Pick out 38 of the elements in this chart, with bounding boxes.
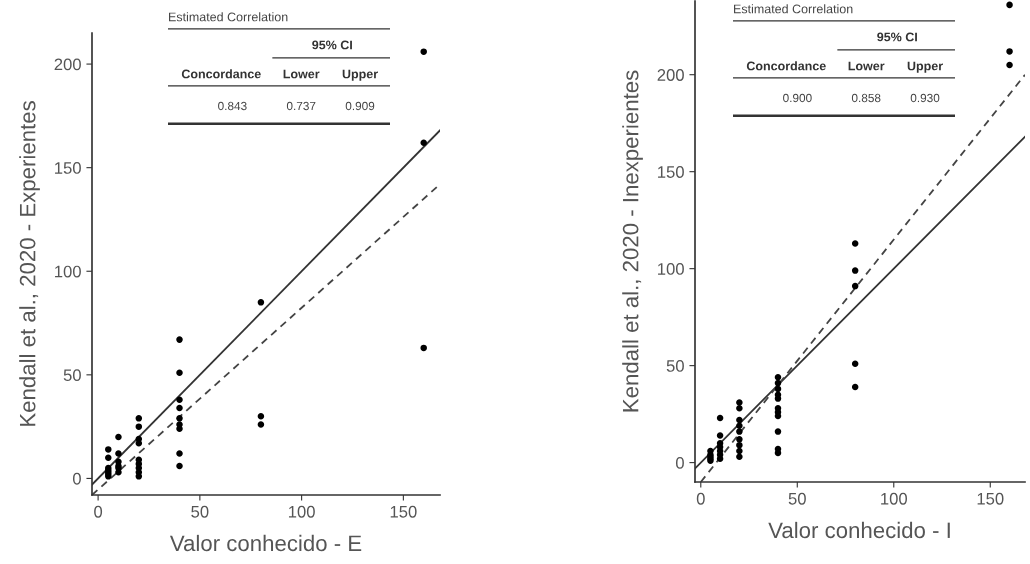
annotation: Upper <box>342 69 378 81</box>
y-tick-label: 0 <box>675 457 684 469</box>
y-tick-label: 200 <box>54 58 81 71</box>
y-tick-label: 150 <box>658 166 684 178</box>
annotation: 95% CI <box>312 40 352 50</box>
y-tick-label: 50 <box>666 360 684 372</box>
annotation: Concordance <box>746 61 826 71</box>
annotation: 0.843 <box>218 101 247 111</box>
annotation: 95% CI <box>877 32 917 42</box>
annotation: 0.900 <box>783 93 812 103</box>
y-tick-label: 100 <box>55 265 81 278</box>
x-tick-label: 150 <box>390 505 417 518</box>
x-tick-label: 0 <box>94 505 103 518</box>
x-axis-title: Valor conhecido - E <box>169 534 362 552</box>
annotation: 0.737 <box>286 101 316 111</box>
annotation: Upper <box>907 61 943 73</box>
x-axis-title: Valor conhecido - I <box>768 521 950 539</box>
x-tick-label: 50 <box>191 505 209 518</box>
annotation: Lower <box>283 69 320 79</box>
x-tick-label: 150 <box>977 492 1004 505</box>
y-tick-label: 100 <box>658 263 684 275</box>
annotation: 0.858 <box>851 93 881 103</box>
y-axis-title: Kendall et al., 2020 - Experientes <box>19 101 40 426</box>
x-tick-label: 100 <box>881 492 908 505</box>
annotation: Estimated Correlation <box>734 4 853 14</box>
x-tick-label: 50 <box>788 492 806 505</box>
annotation: 0.909 <box>345 101 375 111</box>
y-tick-label: 0 <box>72 472 81 485</box>
x-tick-label: 100 <box>288 505 315 518</box>
annotation: Concordance <box>181 69 261 79</box>
annotation: Lower <box>848 61 885 71</box>
annotation: 0.930 <box>910 93 940 103</box>
y-tick-label: 200 <box>657 69 684 81</box>
y-axis-title: Kendall et al., 2020 - Inexperientes <box>622 70 643 412</box>
y-tick-label: 150 <box>55 162 81 174</box>
y-tick-label: 50 <box>63 369 81 382</box>
text: Estimated Correlation <box>169 12 288 22</box>
x-tick-label: 0 <box>696 492 705 505</box>
